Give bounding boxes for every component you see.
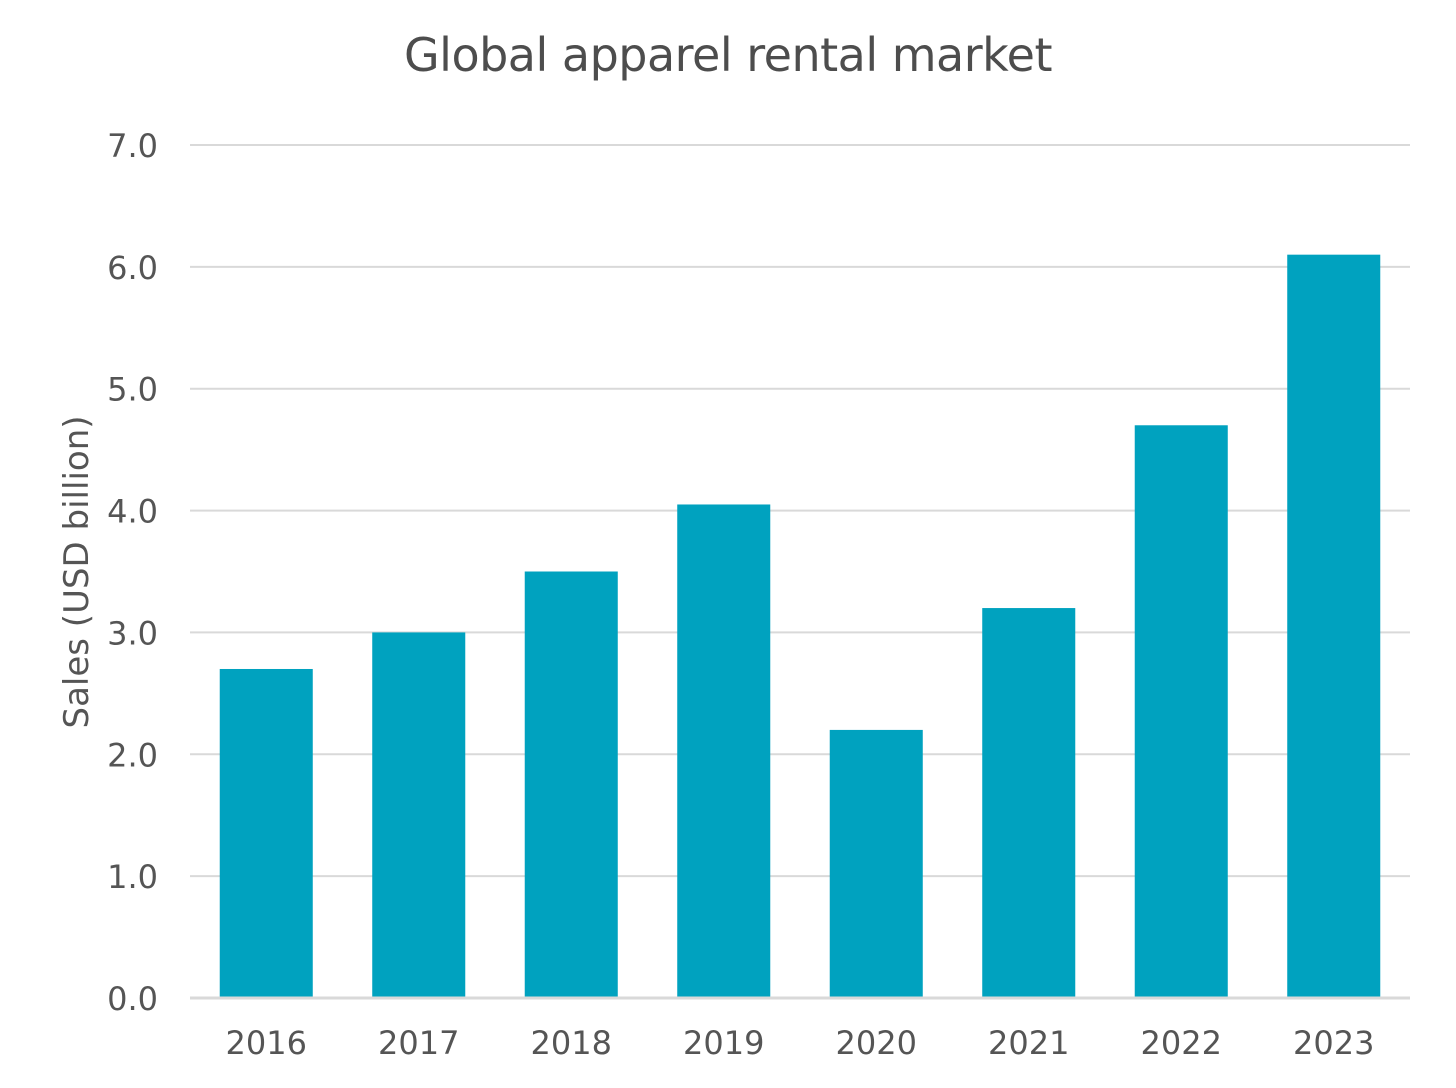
- x-tick-label: 2023: [1293, 1024, 1374, 1062]
- x-tick-label: 2020: [836, 1024, 917, 1062]
- bar-2018: [524, 571, 618, 997]
- bar-2022: [1134, 425, 1228, 997]
- bar-2016: [219, 668, 313, 997]
- bars: [219, 254, 1381, 997]
- y-tick-label: 5.0: [107, 371, 158, 409]
- chart-title: Global apparel rental market: [404, 28, 1052, 82]
- x-tick-label: 2018: [531, 1024, 612, 1062]
- y-tick-label: 1.0: [107, 858, 158, 896]
- bar-2019: [677, 504, 771, 997]
- y-tick-label: 0.0: [107, 980, 158, 1018]
- bar-2021: [982, 608, 1076, 997]
- y-tick-label: 2.0: [107, 736, 158, 774]
- x-tick-label: 2016: [226, 1024, 307, 1062]
- x-tick-label: 2019: [683, 1024, 764, 1062]
- y-axis-label: Sales (USD billion): [57, 415, 97, 728]
- x-tick-label: 2022: [1141, 1024, 1222, 1062]
- y-tick-label: 4.0: [107, 493, 158, 531]
- y-tick-label: 7.0: [107, 127, 158, 165]
- x-tick-label: 2017: [378, 1024, 459, 1062]
- bar-2020: [829, 729, 923, 997]
- x-axis-ticks: 2016 2017 2018 2019 2020 2021 2022 2023: [226, 1024, 1375, 1062]
- y-tick-label: 6.0: [107, 249, 158, 287]
- bar-2023: [1287, 254, 1381, 997]
- bar-2017: [372, 632, 466, 997]
- y-tick-label: 3.0: [107, 614, 158, 652]
- x-tick-label: 2021: [988, 1024, 1069, 1062]
- y-axis-ticks: 0.0 1.0 2.0 3.0 4.0 5.0 6.0 7.0: [107, 127, 158, 1018]
